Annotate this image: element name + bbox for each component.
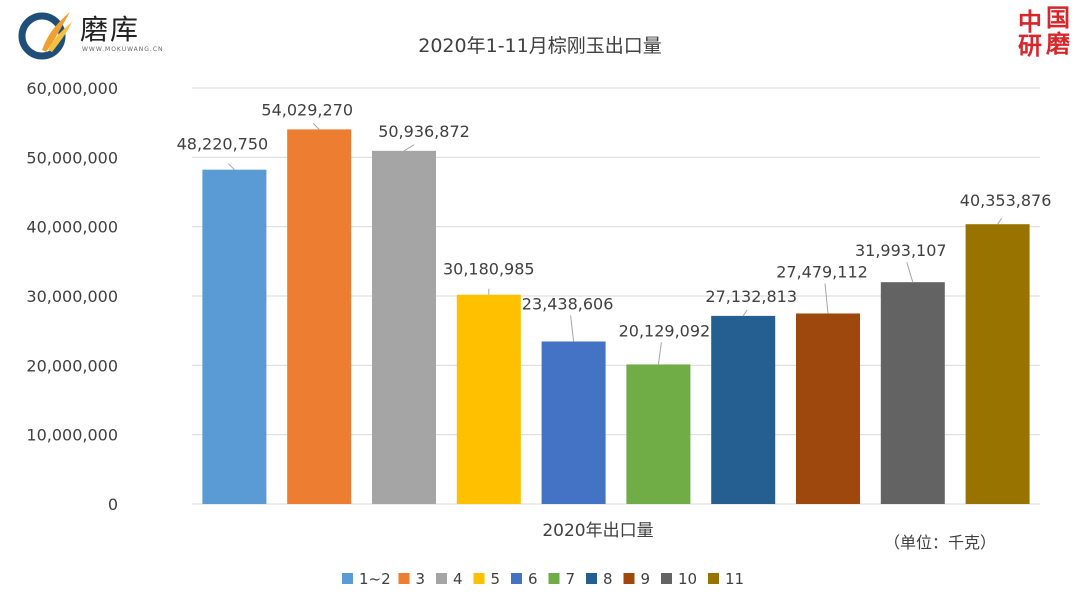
bar [372, 150, 436, 504]
leader-line [742, 309, 748, 317]
data-label: 27,132,813 [705, 287, 797, 306]
leader-line [657, 342, 662, 365]
legend-swatch [511, 573, 522, 584]
legend-label: 4 [453, 570, 463, 588]
data-label: 23,438,606 [522, 294, 614, 313]
y-tick-label: 30,000,000 [26, 287, 118, 306]
legend-swatch [436, 573, 447, 584]
seal-char: 中 [1018, 8, 1042, 36]
legend-swatch [661, 573, 672, 584]
bar [711, 315, 776, 504]
bar [965, 224, 1030, 504]
y-tick-label: 40,000,000 [26, 218, 118, 237]
data-label: 31,993,107 [855, 241, 947, 260]
logo-subtext: WWW.MOKUWANG.CN [82, 46, 164, 53]
legend-label: 7 [566, 570, 576, 588]
chart-title: 2020年1-11月棕刚玉出口量 [418, 35, 661, 57]
x-axis-label: 2020年出口量 [542, 521, 653, 541]
legend-swatch [342, 573, 353, 584]
seal-char: 磨 [1046, 30, 1070, 58]
bar [880, 282, 945, 504]
data-label: 40,353,876 [960, 191, 1052, 210]
y-tick-label: 60,000,000 [26, 79, 118, 98]
data-label: 27,479,112 [776, 262, 868, 281]
leader-line [824, 283, 829, 314]
bar [541, 341, 606, 504]
seal-char: 研 [1018, 32, 1042, 60]
bar [456, 294, 521, 504]
leader-line [403, 144, 415, 152]
leader-line [997, 217, 1003, 225]
logo-icon [18, 12, 72, 60]
legend-swatch [473, 573, 485, 584]
legend-label: 11 [725, 570, 744, 588]
y-tick-label: 50,000,000 [26, 148, 118, 167]
y-tick-label: 10,000,000 [26, 426, 118, 445]
y-tick-label: 0 [108, 495, 118, 514]
legend-label: 6 [528, 570, 538, 588]
leader-line [570, 315, 575, 342]
logo-name: 磨库 [80, 13, 141, 46]
leader-line [312, 123, 320, 130]
legend-label: 5 [491, 570, 501, 588]
seal-char: 国 [1046, 4, 1070, 32]
seal-stamp: 中 国 研 磨 [1016, 4, 1076, 60]
bar [796, 313, 860, 504]
legend-label: 10 [678, 570, 697, 588]
bar [202, 169, 267, 504]
bar [626, 364, 691, 504]
leader-line [906, 262, 914, 283]
leader-line [228, 163, 235, 171]
legend-swatch [586, 573, 597, 584]
legend-label: 9 [641, 570, 651, 588]
unit-note: （单位：千克） [884, 533, 996, 552]
bar [287, 129, 352, 504]
legend-label: 8 [603, 570, 613, 588]
data-label: 30,180,985 [443, 260, 535, 279]
logo: 磨库 WWW.MOKUWANG.CN [12, 6, 163, 62]
legend-swatch [398, 573, 410, 584]
data-label: 54,029,270 [261, 100, 353, 119]
data-label: 48,220,750 [177, 135, 269, 154]
legend-swatch [708, 573, 719, 584]
legend-label: 1~2 [359, 570, 391, 588]
y-tick-label: 20,000,000 [26, 356, 118, 375]
legend-swatch [548, 573, 560, 584]
data-label: 50,936,872 [378, 122, 470, 141]
data-label: 20,129,092 [619, 321, 711, 340]
legend-swatch [623, 573, 635, 584]
legend-label: 3 [416, 570, 426, 588]
